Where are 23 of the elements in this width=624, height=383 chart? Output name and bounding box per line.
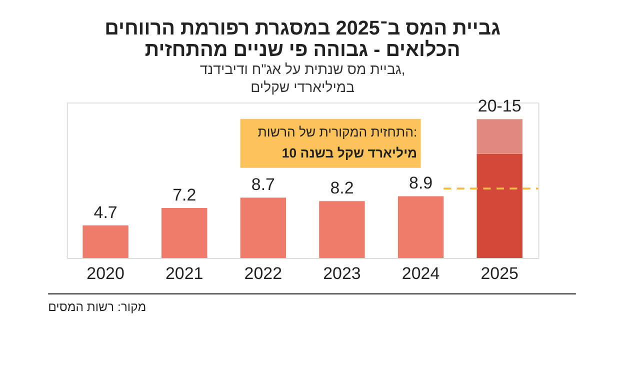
x-tick-label: 2022 <box>244 264 282 284</box>
chart-subtitle: גביית מס שנתית על אג"ח ודיבידנד, במיליארדי שקלים <box>200 60 406 95</box>
data-label: 8.2 <box>330 178 354 198</box>
x-tick-label: 2021 <box>165 264 204 284</box>
chart-title: גביית המס ב־2025 במסגרת רפורמת הרווחים הכלואים - גבוהה פי שניים מהתחזית <box>104 17 501 61</box>
x-tick-label: 2025 <box>480 264 518 284</box>
total-label: 20-15 <box>478 96 522 116</box>
bar <box>476 154 522 258</box>
bar <box>82 225 128 258</box>
data-label: 8.9 <box>409 174 433 193</box>
x-tick-label: 2023 <box>323 264 361 284</box>
text: מקור: רשות המסים <box>48 300 146 314</box>
bar <box>162 208 208 258</box>
data-label: 8.7 <box>251 175 275 194</box>
x-tick-label: 2020 <box>86 264 124 284</box>
ref-line-label: התחזית המקורית של הרשות: 10 מיליארד שקל בשנה <box>258 124 418 160</box>
x-tick-label: 2024 <box>402 264 440 284</box>
data-label: 7.2 <box>172 185 196 204</box>
bar <box>319 201 365 258</box>
bar <box>398 196 444 258</box>
bar <box>476 119 522 154</box>
bar <box>240 198 286 258</box>
data-label: 4.7 <box>94 202 118 222</box>
